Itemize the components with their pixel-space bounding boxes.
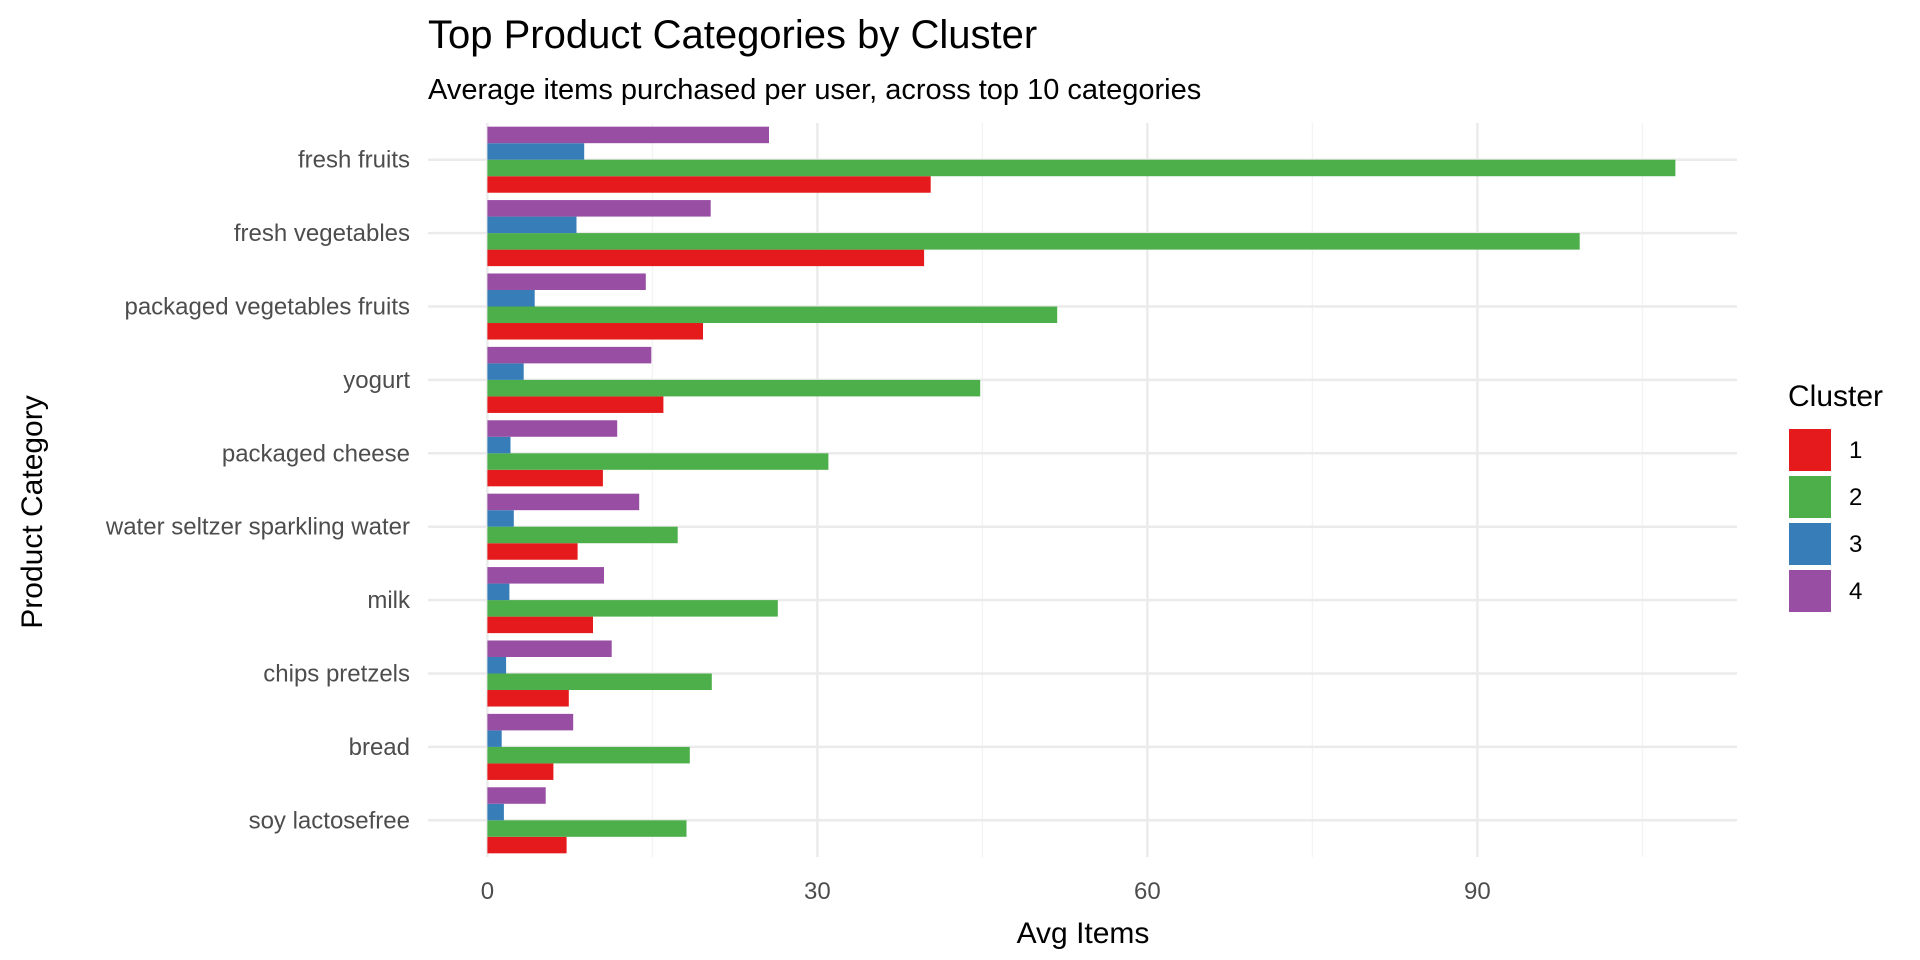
category-label: chips pretzels (263, 661, 410, 688)
bar-cluster-2 (487, 673, 712, 691)
bar-cluster-3 (487, 289, 535, 307)
bar-cluster-2 (487, 526, 678, 544)
bar-cluster-2 (487, 746, 690, 764)
x-tick-label: 30 (804, 878, 831, 905)
bar-cluster-1 (487, 616, 593, 634)
bar-cluster-2 (487, 306, 1058, 324)
legend-label-cluster-1: 1 (1849, 437, 1862, 464)
bars (487, 126, 1676, 854)
legend-swatch-cluster-4 (1789, 570, 1831, 612)
category-label: fresh fruits (298, 147, 410, 174)
y-axis-title: Product Category (16, 395, 49, 628)
category-label: packaged cheese (222, 440, 410, 467)
bar-cluster-2 (487, 820, 687, 837)
bar-cluster-3 (487, 143, 585, 160)
bar-cluster-3 (487, 216, 577, 234)
category-label: packaged vegetables fruits (124, 294, 410, 321)
x-axis-ticks: 0 30 60 90 (481, 878, 1491, 905)
bar-cluster-1 (487, 543, 578, 560)
bar-cluster-4 (487, 567, 604, 584)
bar-cluster-1 (487, 690, 569, 707)
bar-cluster-1 (487, 396, 664, 413)
category-label: fresh vegetables (234, 220, 410, 247)
legend-label-cluster-3: 3 (1849, 531, 1862, 558)
category-label: yogurt (343, 367, 410, 394)
bar-cluster-4 (487, 346, 652, 364)
legend-swatch-cluster-2 (1789, 476, 1831, 518)
bar-cluster-4 (487, 420, 618, 437)
category-labels: fresh fruits fresh vegetables packaged veg… (105, 147, 411, 835)
bar-cluster-3 (487, 656, 507, 674)
bar-cluster-3 (487, 730, 502, 747)
bar-cluster-3 (487, 583, 510, 601)
bar-cluster-4 (487, 126, 769, 144)
bar-cluster-1 (487, 763, 554, 780)
legend-swatch-cluster-1 (1789, 429, 1831, 471)
bar-cluster-4 (487, 640, 612, 657)
x-tick-label: 0 (481, 878, 494, 905)
bar-cluster-3 (487, 436, 511, 454)
bar-cluster-3 (487, 510, 514, 527)
bar-cluster-4 (487, 273, 646, 290)
bar-cluster-3 (487, 363, 524, 380)
chart-subtitle: Average items purchased per user, across… (428, 74, 1201, 106)
category-label: milk (367, 587, 411, 614)
category-label: water seltzer sparkling water (105, 514, 410, 541)
x-axis-title: Avg Items (1017, 917, 1150, 950)
bar-cluster-2 (487, 453, 829, 470)
legend-label-cluster-4: 4 (1849, 578, 1862, 605)
legend: Cluster 1 2 3 4 (1788, 380, 1883, 612)
bar-cluster-2 (487, 379, 981, 397)
bar-cluster-1 (487, 469, 603, 487)
chart-title: Top Product Categories by Cluster (428, 13, 1037, 57)
x-tick-label: 90 (1464, 878, 1491, 905)
category-label: bread (349, 734, 410, 761)
bar-cluster-3 (487, 803, 504, 821)
bar-cluster-4 (487, 200, 711, 217)
bar-cluster-4 (487, 787, 546, 804)
bar-cluster-1 (487, 176, 931, 193)
bar-cluster-4 (487, 713, 574, 731)
bar-cluster-1 (487, 249, 925, 267)
x-tick-label: 60 (1134, 878, 1161, 905)
legend-title: Cluster (1788, 380, 1883, 413)
legend-label-cluster-2: 2 (1849, 484, 1862, 511)
bar-cluster-2 (487, 600, 778, 617)
legend-swatch-cluster-3 (1789, 523, 1831, 565)
bar-cluster-1 (487, 836, 567, 854)
bar-cluster-2 (487, 159, 1676, 177)
bar-cluster-4 (487, 493, 640, 511)
category-label: soy lactosefree (249, 807, 410, 834)
bar-cluster-1 (487, 323, 703, 340)
bar-cluster-2 (487, 233, 1580, 250)
